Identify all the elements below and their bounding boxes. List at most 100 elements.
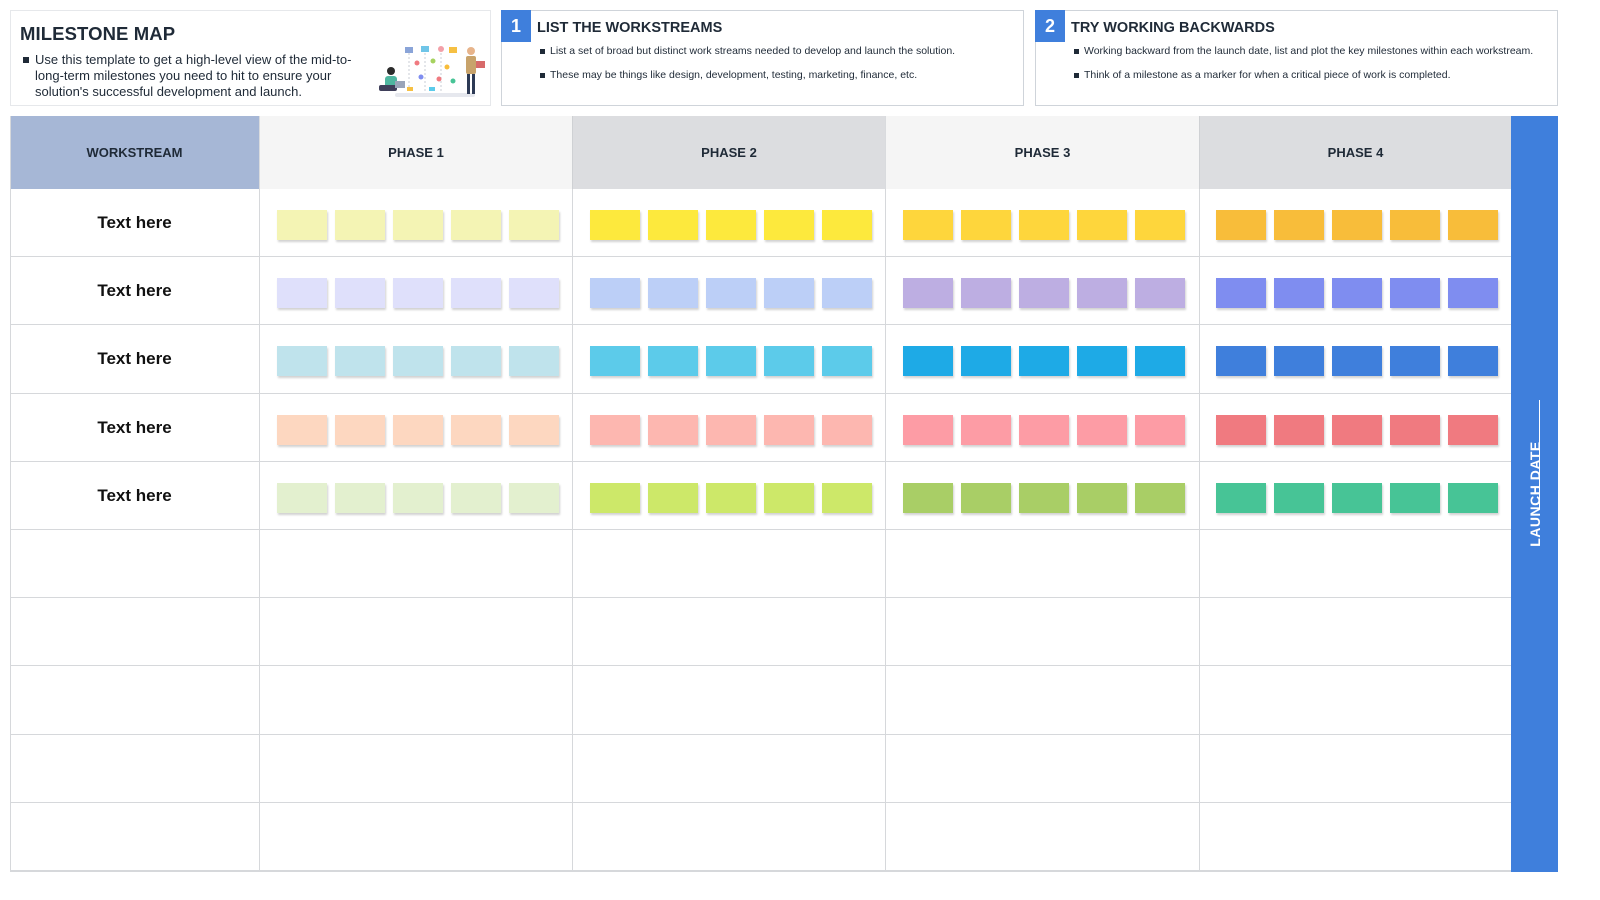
milestone-sticky-note[interactable]: [647, 278, 698, 309]
milestone-sticky-note[interactable]: [1332, 482, 1382, 513]
milestone-sticky-note[interactable]: [1332, 210, 1382, 240]
milestone-sticky-note[interactable]: [1390, 278, 1440, 309]
milestone-sticky-note[interactable]: [392, 482, 443, 513]
milestone-sticky-note[interactable]: [1448, 346, 1498, 377]
milestone-sticky-note[interactable]: [276, 346, 327, 377]
milestone-sticky-note[interactable]: [392, 414, 443, 445]
milestone-sticky-note[interactable]: [276, 278, 327, 309]
milestone-sticky-note[interactable]: [334, 414, 385, 445]
milestone-sticky-note[interactable]: [1448, 278, 1498, 309]
milestone-sticky-note[interactable]: [1019, 346, 1069, 377]
milestone-sticky-note[interactable]: [763, 278, 814, 309]
milestone-sticky-note[interactable]: [1019, 482, 1069, 513]
milestone-sticky-note[interactable]: [1332, 414, 1382, 445]
milestone-sticky-note[interactable]: [334, 346, 385, 377]
milestone-sticky-note[interactable]: [1332, 278, 1382, 309]
milestone-sticky-note[interactable]: [508, 210, 559, 240]
milestone-sticky-note[interactable]: [961, 346, 1011, 377]
milestone-sticky-note[interactable]: [1135, 278, 1185, 309]
milestone-sticky-note[interactable]: [1216, 346, 1266, 377]
milestone-sticky-note[interactable]: [821, 414, 872, 445]
milestone-sticky-note[interactable]: [1274, 346, 1324, 377]
milestone-sticky-note[interactable]: [903, 278, 953, 309]
milestone-sticky-note[interactable]: [705, 278, 756, 309]
milestone-sticky-note[interactable]: [450, 210, 501, 240]
milestone-sticky-note[interactable]: [1274, 278, 1324, 309]
milestone-sticky-note[interactable]: [647, 414, 698, 445]
workstream-label[interactable]: Text here: [97, 417, 172, 437]
milestone-sticky-note[interactable]: [392, 278, 443, 309]
milestone-sticky-note[interactable]: [647, 346, 698, 377]
milestone-sticky-note[interactable]: [276, 414, 327, 445]
milestone-sticky-note[interactable]: [821, 482, 872, 513]
milestone-sticky-note[interactable]: [821, 346, 872, 377]
milestone-sticky-note[interactable]: [705, 346, 756, 377]
milestone-sticky-note[interactable]: [392, 210, 443, 240]
milestone-sticky-note[interactable]: [1390, 414, 1440, 445]
milestone-sticky-note[interactable]: [961, 278, 1011, 309]
milestone-sticky-note[interactable]: [1135, 414, 1185, 445]
milestone-sticky-note[interactable]: [589, 414, 640, 445]
milestone-sticky-note[interactable]: [961, 414, 1011, 445]
milestone-sticky-note[interactable]: [1077, 414, 1127, 445]
milestone-sticky-note[interactable]: [589, 278, 640, 309]
milestone-sticky-note[interactable]: [508, 482, 559, 513]
milestone-sticky-note[interactable]: [1019, 414, 1069, 445]
milestone-sticky-note[interactable]: [1135, 482, 1185, 513]
milestone-sticky-note[interactable]: [1216, 210, 1266, 240]
milestone-sticky-note[interactable]: [763, 346, 814, 377]
milestone-sticky-note[interactable]: [1448, 414, 1498, 445]
milestone-sticky-note[interactable]: [705, 414, 756, 445]
milestone-sticky-note[interactable]: [1077, 346, 1127, 377]
milestone-sticky-note[interactable]: [589, 482, 640, 513]
milestone-sticky-note[interactable]: [961, 210, 1011, 240]
milestone-sticky-note[interactable]: [1077, 278, 1127, 309]
milestone-sticky-note[interactable]: [1448, 210, 1498, 240]
milestone-sticky-note[interactable]: [450, 414, 501, 445]
milestone-sticky-note[interactable]: [1216, 414, 1266, 445]
milestone-sticky-note[interactable]: [903, 210, 953, 240]
milestone-sticky-note[interactable]: [1390, 346, 1440, 377]
milestone-sticky-note[interactable]: [1274, 210, 1324, 240]
milestone-sticky-note[interactable]: [763, 414, 814, 445]
milestone-sticky-note[interactable]: [334, 482, 385, 513]
milestone-sticky-note[interactable]: [276, 482, 327, 513]
milestone-sticky-note[interactable]: [450, 482, 501, 513]
milestone-sticky-note[interactable]: [1077, 210, 1127, 240]
workstream-label[interactable]: Text here: [97, 349, 172, 369]
milestone-sticky-note[interactable]: [276, 210, 327, 240]
milestone-sticky-note[interactable]: [392, 346, 443, 377]
milestone-sticky-note[interactable]: [1332, 346, 1382, 377]
milestone-sticky-note[interactable]: [763, 482, 814, 513]
milestone-sticky-note[interactable]: [1390, 210, 1440, 240]
milestone-sticky-note[interactable]: [1077, 482, 1127, 513]
workstream-label[interactable]: Text here: [97, 485, 172, 505]
milestone-sticky-note[interactable]: [705, 210, 756, 240]
milestone-sticky-note[interactable]: [903, 482, 953, 513]
milestone-sticky-note[interactable]: [821, 210, 872, 240]
milestone-sticky-note[interactable]: [1216, 482, 1266, 513]
milestone-sticky-note[interactable]: [705, 482, 756, 513]
milestone-sticky-note[interactable]: [1390, 482, 1440, 513]
milestone-sticky-note[interactable]: [334, 278, 385, 309]
milestone-sticky-note[interactable]: [1274, 414, 1324, 445]
milestone-sticky-note[interactable]: [508, 278, 559, 309]
workstream-label[interactable]: Text here: [97, 281, 172, 301]
milestone-sticky-note[interactable]: [961, 482, 1011, 513]
milestone-sticky-note[interactable]: [763, 210, 814, 240]
milestone-sticky-note[interactable]: [647, 482, 698, 513]
milestone-sticky-note[interactable]: [1019, 210, 1069, 240]
milestone-sticky-note[interactable]: [589, 346, 640, 377]
milestone-sticky-note[interactable]: [450, 346, 501, 377]
milestone-sticky-note[interactable]: [508, 414, 559, 445]
milestone-sticky-note[interactable]: [1019, 278, 1069, 309]
milestone-sticky-note[interactable]: [334, 210, 385, 240]
milestone-sticky-note[interactable]: [1448, 482, 1498, 513]
milestone-sticky-note[interactable]: [903, 346, 953, 377]
workstream-label[interactable]: Text here: [97, 213, 172, 232]
milestone-sticky-note[interactable]: [647, 210, 698, 240]
milestone-sticky-note[interactable]: [1135, 210, 1185, 240]
milestone-sticky-note[interactable]: [903, 414, 953, 445]
milestone-sticky-note[interactable]: [1216, 278, 1266, 309]
milestone-sticky-note[interactable]: [508, 346, 559, 377]
